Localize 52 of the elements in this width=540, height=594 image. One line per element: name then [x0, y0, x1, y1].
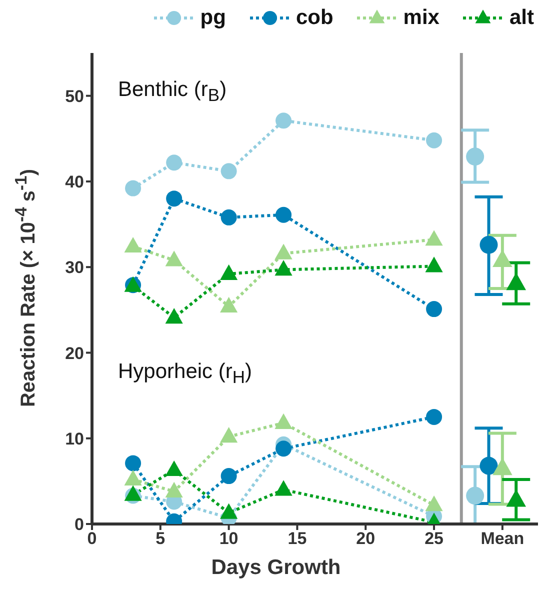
y-tick-label: 0 [74, 515, 84, 534]
point [124, 485, 142, 501]
point [124, 236, 142, 253]
point [220, 163, 237, 180]
point [480, 236, 498, 254]
point [165, 482, 183, 498]
x-axis-title: Days Growth [211, 556, 341, 580]
point [166, 154, 182, 171]
point [276, 206, 292, 223]
point [426, 408, 442, 425]
y-tick-label: 10 [65, 429, 84, 448]
y-tick-label: 30 [65, 258, 84, 278]
point [220, 427, 238, 443]
point [125, 180, 142, 196]
point [426, 132, 442, 148]
point [274, 260, 292, 276]
point [220, 503, 238, 519]
point [425, 496, 443, 512]
x-tick-label: 5 [156, 529, 166, 548]
x-tick-label: 10 [219, 529, 238, 548]
point [425, 256, 443, 272]
point [425, 230, 443, 246]
point [276, 112, 292, 129]
point [124, 470, 142, 486]
legend-label: mix [403, 6, 440, 30]
point [274, 244, 292, 260]
point [165, 460, 183, 476]
y-tick-label: 40 [65, 172, 84, 192]
x-tick-label: 15 [288, 529, 307, 548]
point [220, 209, 237, 226]
point [506, 272, 526, 290]
point [274, 480, 292, 496]
x-tick-label: 0 [87, 529, 97, 548]
point [426, 301, 442, 318]
point [274, 413, 292, 429]
x-tick-label: 20 [356, 529, 376, 548]
y-tick-label: 20 [65, 344, 84, 363]
x-tick-label: 25 [424, 529, 444, 548]
legend-label: alt [509, 6, 534, 30]
point [165, 250, 183, 266]
legend-label: pg [200, 6, 226, 30]
point [165, 308, 183, 324]
y-tick-label: 50 [65, 86, 84, 106]
legend-label: cob [296, 6, 334, 30]
annotation: Hyporheic (r$_{H}$) [118, 360, 252, 388]
annotation: Benthic (r$_{B}$) [118, 78, 227, 106]
point [466, 148, 484, 166]
point [166, 190, 182, 207]
point [492, 458, 512, 476]
point [220, 296, 238, 312]
x-tick-label: Mean [480, 529, 524, 548]
point [220, 264, 238, 280]
